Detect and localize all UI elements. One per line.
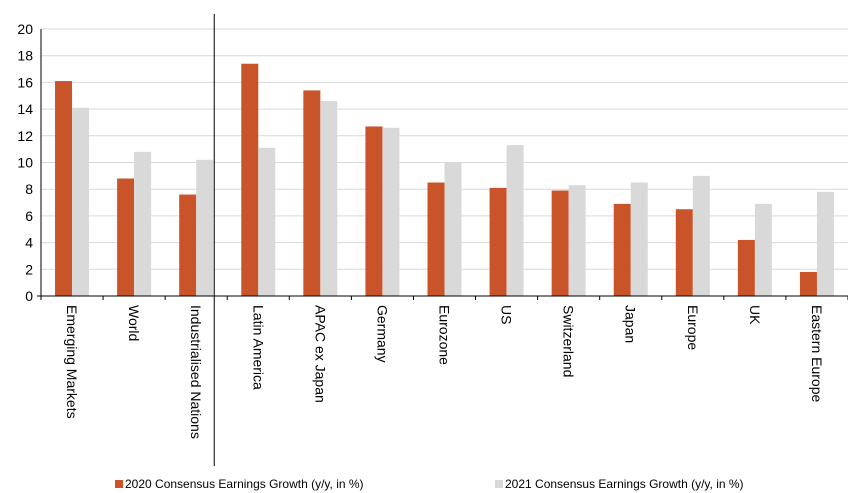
category-label: US [499,305,515,324]
category-label: Eurozone [437,305,453,365]
bar [196,159,214,296]
bar [568,185,586,296]
bar [303,90,321,296]
bar [754,203,772,296]
bar [551,190,569,296]
bar [737,239,755,296]
category-label: Japan [623,305,639,343]
y-axis-ticks: 0 2 4 6 8 10 12 14 16 18 20 [17,21,33,304]
y-tick-label: 14 [17,101,33,117]
y-tick-label: 4 [25,235,33,251]
bar [613,203,631,296]
y-tick-label: 20 [17,21,33,37]
bar [506,145,524,296]
y-tick-label: 18 [17,48,33,64]
category-label: Europe [685,305,701,350]
bar [179,194,197,296]
category-label: Latin America [250,305,266,390]
bar [365,126,383,296]
bar [241,63,259,297]
category-label: Eastern Europe [809,305,825,402]
y-tick-label: 6 [25,208,33,224]
y-tick-label: 16 [17,74,33,90]
category-label: Switzerland [561,305,577,377]
bar [427,182,445,296]
bar [444,162,462,296]
legend-label-2020: 2020 Consensus Earnings Growth (y/y, in … [125,477,364,491]
bar [134,151,152,296]
bar [675,209,693,296]
y-tick-label: 2 [25,261,33,277]
category-label: Emerging Markets [64,305,80,419]
axes [37,14,848,466]
y-tick-label: 12 [17,128,33,144]
category-label: World [126,305,142,341]
legend: 2020 Consensus Earnings Growth (y/y, in … [0,477,848,493]
legend-item-2021: 2021 Consensus Earnings Growth (y/y, in … [495,477,744,491]
bar [799,271,817,296]
category-labels: Emerging Markets World Industrialised Nati… [64,305,825,439]
y-tick-label: 8 [25,181,33,197]
bar [816,191,834,296]
legend-swatch-2021 [495,480,503,488]
y-tick-label: 0 [25,288,33,304]
bar [55,81,73,296]
category-label: UK [747,305,763,325]
bars [55,63,834,297]
category-label: Germany [374,305,390,363]
category-label: Industrialised Nations [188,305,204,439]
legend-item-2020: 2020 Consensus Earnings Growth (y/y, in … [115,477,364,491]
bar [117,178,135,296]
category-label: APAC ex Japan [312,305,328,403]
bar [489,187,507,296]
bar [320,101,338,296]
legend-swatch-2020 [115,480,123,488]
bar [692,175,710,296]
legend-label-2021: 2021 Consensus Earnings Growth (y/y, in … [505,477,744,491]
y-tick-label: 10 [17,155,33,171]
bar [630,182,648,296]
bar-chart: 0 2 4 6 8 10 12 14 16 18 20 Emerging Markets World I… [17,14,848,466]
bar [382,127,400,296]
bar [258,147,276,296]
bar [72,107,90,296]
